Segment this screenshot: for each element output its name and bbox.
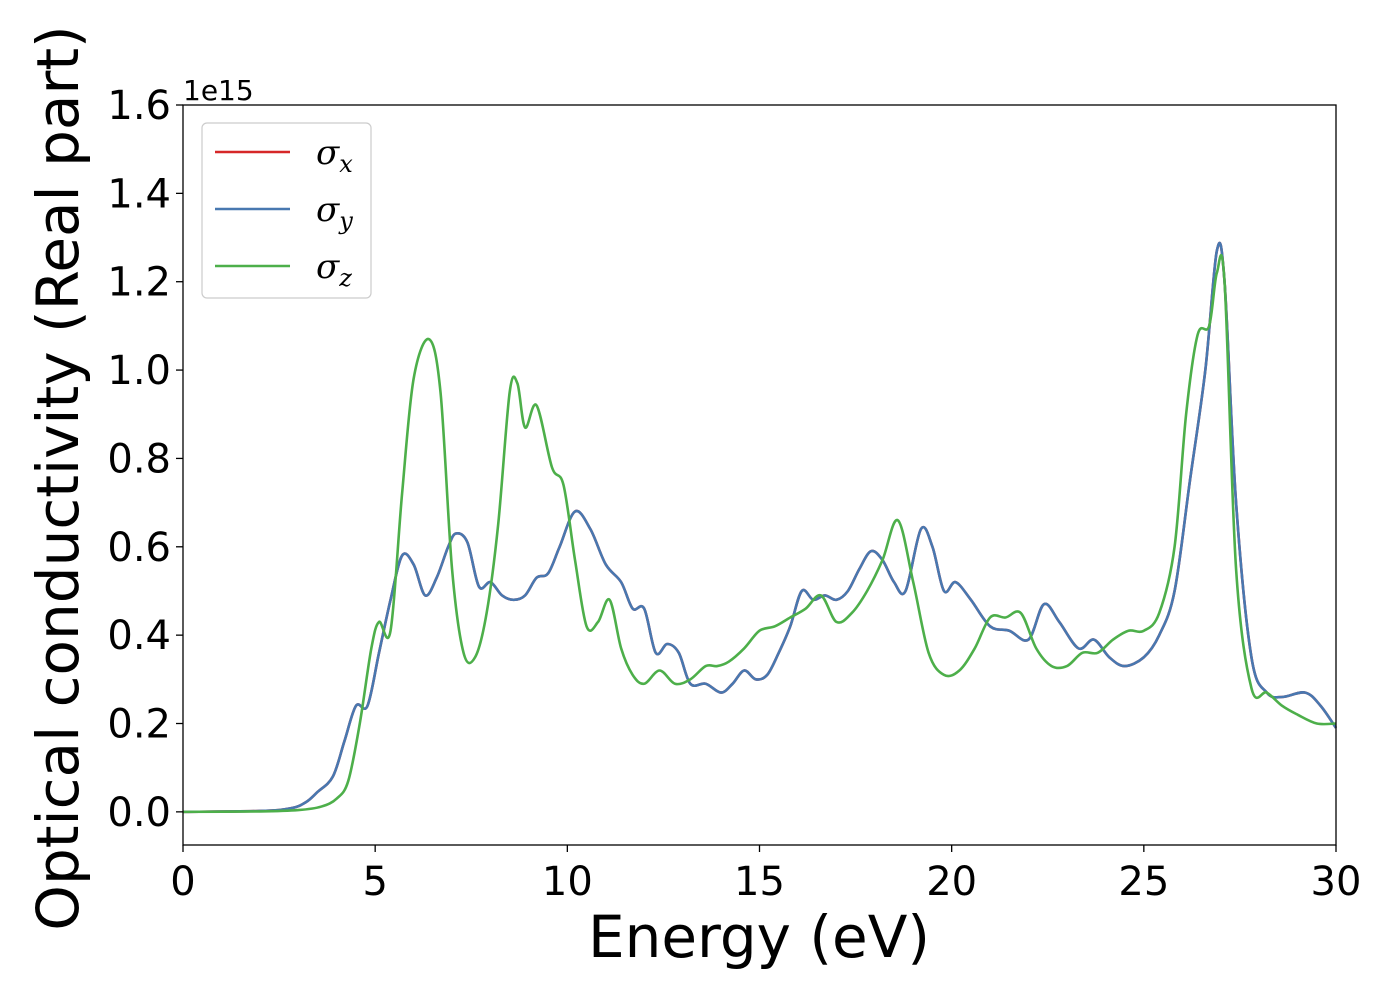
legend-items: σx σy σz [215, 133, 353, 292]
x-tick-label: 15 [734, 859, 785, 905]
x-tick-label: 10 [542, 859, 593, 905]
y-tick-label: 0.6 [107, 525, 171, 571]
series-line-y [182, 241, 1338, 814]
x-tick-label: 0 [170, 859, 195, 905]
series-line-z [182, 253, 1337, 814]
legend: σx σy σz [201, 122, 372, 299]
y-tick-label: 0.4 [107, 613, 171, 659]
x-axis-title: Energy (eV) [588, 903, 930, 971]
y-tick-label: 1.0 [107, 348, 171, 394]
x-tick-label: 25 [1118, 859, 1169, 905]
x-tick-label: 30 [1311, 859, 1362, 905]
legend-label-y: σy [316, 190, 353, 235]
x-tick-label: 20 [926, 859, 977, 905]
y-tick-label: 1.4 [107, 171, 171, 217]
plot-background [183, 105, 1336, 845]
y-axis-title: Optical conductivity (Real part) [24, 25, 92, 930]
legend-label-z: σz [316, 247, 352, 292]
y-axis: 0.0 0.2 0.4 0.6 0.8 1.0 1.2 1.4 1.6 [107, 83, 183, 836]
y-tick-label: 0.0 [107, 790, 171, 836]
y-tick-label: 0.8 [107, 436, 171, 482]
y-offset-label: 1e15 [183, 74, 254, 107]
y-tick-label: 1.6 [107, 83, 171, 129]
series-layer [182, 241, 1338, 814]
x-axis: 0 5 10 15 20 25 30 [170, 845, 1361, 905]
y-tick-label: 1.2 [107, 260, 171, 306]
x-tick-label: 5 [362, 859, 387, 905]
legend-label-x: σx [316, 133, 353, 178]
y-tick-label: 0.2 [107, 702, 171, 748]
legend-frame [201, 122, 372, 299]
